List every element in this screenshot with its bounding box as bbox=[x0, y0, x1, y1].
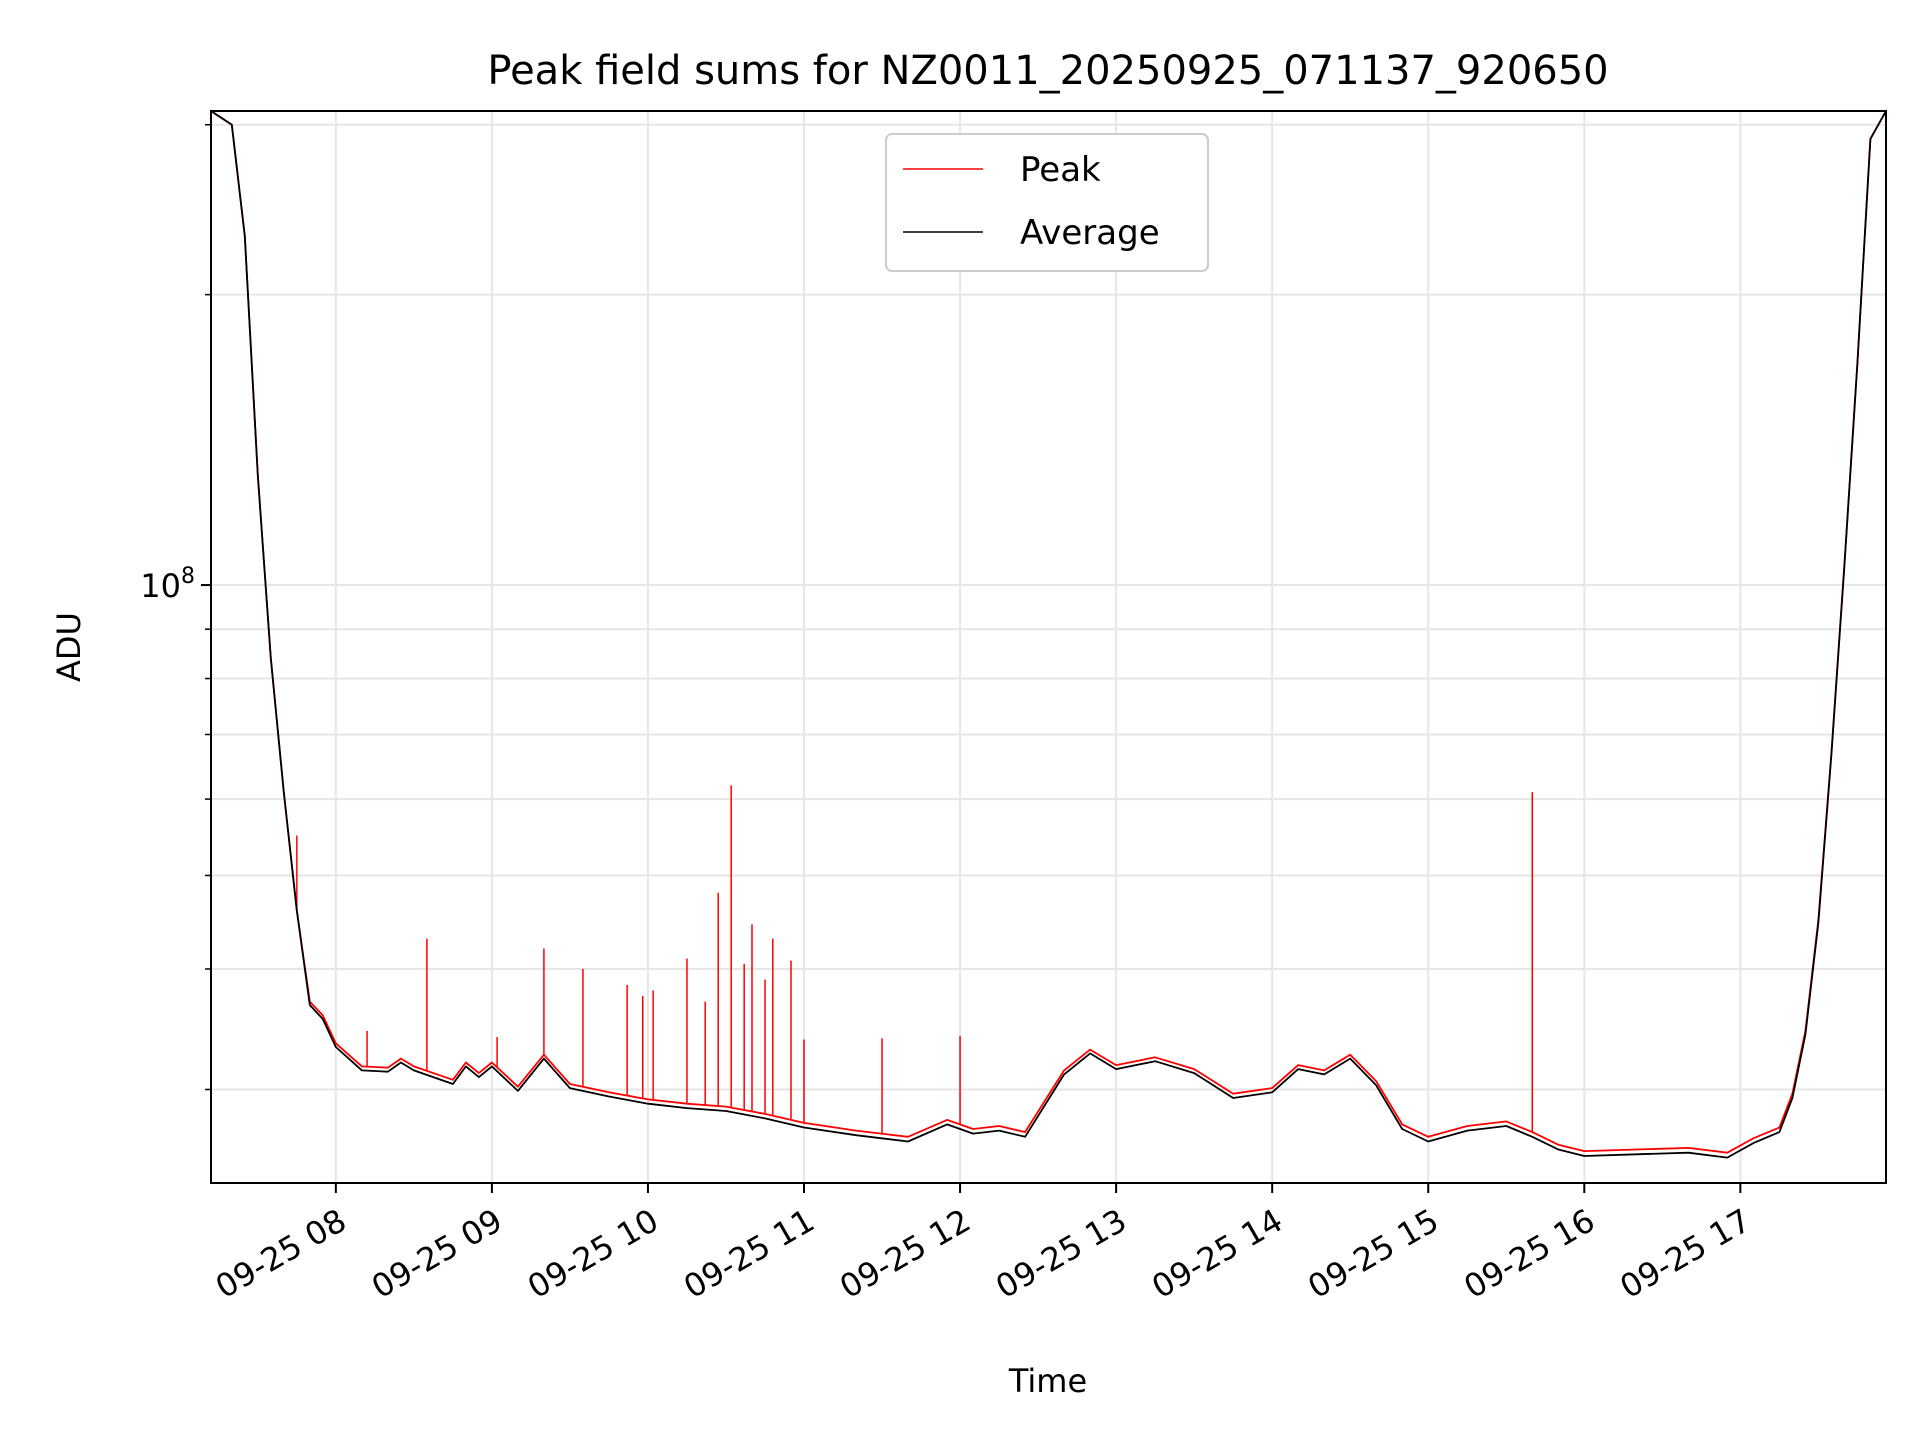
y-tick-exponent: 8 bbox=[181, 564, 195, 589]
grid-lines bbox=[211, 111, 1886, 1183]
plot-area bbox=[211, 111, 1886, 1159]
series-line-peak bbox=[211, 111, 1886, 1154]
y-axis-label: ADU bbox=[50, 612, 88, 682]
legend: Peak Average bbox=[885, 133, 1209, 272]
legend-peak-label: Peak bbox=[1020, 150, 1101, 190]
x-axis-label: Time bbox=[1008, 1362, 1087, 1400]
legend-average-label: Average bbox=[1020, 213, 1160, 253]
chart-title: Peak field sums for NZ0011_20250925_0711… bbox=[487, 48, 1608, 94]
plot-frame bbox=[210, 110, 1887, 1184]
series-line-average bbox=[211, 111, 1886, 1159]
